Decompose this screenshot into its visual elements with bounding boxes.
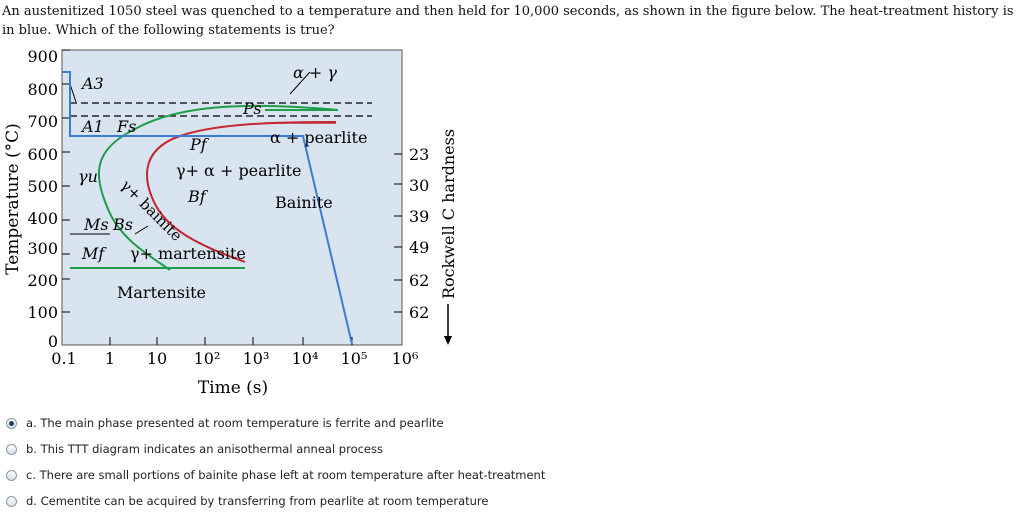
radio-c[interactable] xyxy=(6,469,17,481)
label-bainite: Bainite xyxy=(275,193,333,212)
hardness-tick-62a: 62 xyxy=(409,271,429,290)
label-ps: Ps xyxy=(242,99,262,118)
hardness-axis-title: Rockwell C hardness xyxy=(439,129,458,299)
label-bs: Bs xyxy=(112,215,133,234)
transformation-start-curve xyxy=(97,104,339,271)
option-a-label: a. The main phase presented at room temp… xyxy=(26,416,444,430)
label-martensite: Martensite xyxy=(117,283,206,302)
y-axis: 900 800 700 600 500 400 300 200 100 0 xyxy=(27,47,70,351)
option-b-label: b. This TTT diagram indicates an anisoth… xyxy=(26,442,383,456)
label-a1: A1 xyxy=(80,117,104,136)
bainite-pointer xyxy=(134,225,149,235)
y-tick-800: 800 xyxy=(27,80,58,99)
label-pf: Pf xyxy=(189,135,210,154)
hardness-arrow-head xyxy=(444,336,452,345)
hardness-tick-39: 39 xyxy=(409,207,429,226)
label-alpha-pearlite: α + pearlite xyxy=(270,128,367,147)
x-tick-100000: 10⁵ xyxy=(341,349,368,368)
option-b[interactable]: b. This TTT diagram indicates an anisoth… xyxy=(6,439,383,459)
x-tick-1000000: 10⁶ xyxy=(392,349,419,368)
y-tick-100: 100 xyxy=(27,303,58,322)
x-tick-0.1: 0.1 xyxy=(51,349,76,368)
option-c-label: c. There are small portions of bainite p… xyxy=(26,468,546,482)
hardness-tick-23: 23 xyxy=(409,145,429,164)
x-tick-1000: 10³ xyxy=(243,349,270,368)
y-tick-900: 900 xyxy=(27,47,58,66)
y-tick-700: 700 xyxy=(27,112,58,131)
y-tick-600: 600 xyxy=(27,145,58,164)
transformation-finish-curve xyxy=(146,121,337,263)
option-d-label: d. Cementite can be acquired by transfer… xyxy=(26,494,489,508)
y-tick-200: 200 xyxy=(27,271,58,290)
y-tick-300: 300 xyxy=(27,239,58,258)
ttt-diagram: 900 800 700 600 500 400 300 200 100 0 Te… xyxy=(3,47,458,398)
option-c[interactable]: c. There are small portions of bainite p… xyxy=(6,465,545,485)
option-d[interactable]: d. Cementite can be acquired by transfer… xyxy=(6,491,488,511)
x-tick-10000: 10⁴ xyxy=(292,349,319,368)
y-tick-0: 0 xyxy=(48,332,58,351)
hardness-tick-62b: 62 xyxy=(409,303,429,322)
x-tick-1: 1 xyxy=(105,349,115,368)
pointer-line xyxy=(289,71,311,95)
label-gamma-u: γu xyxy=(78,167,98,186)
label-ms: Ms xyxy=(83,215,109,234)
radio-d[interactable] xyxy=(6,495,17,507)
label-a3: A3 xyxy=(80,74,104,93)
label-fs: Fs xyxy=(116,117,136,136)
label-alpha-gamma: α + γ xyxy=(293,63,337,82)
x-axis: 0.1 1 10 10² 10³ 10⁴ 10⁵ 10⁶ xyxy=(51,337,418,368)
radio-a[interactable] xyxy=(6,417,17,429)
y-tick-500: 500 xyxy=(27,177,58,196)
hardness-axis: 23 30 39 49 62 62 xyxy=(394,145,429,322)
y-tick-400: 400 xyxy=(27,209,58,228)
hardness-tick-30: 30 xyxy=(409,176,429,195)
radio-b[interactable] xyxy=(6,443,17,455)
option-a[interactable]: a. The main phase presented at room temp… xyxy=(6,413,444,433)
label-gamma-martensite: γ+ martensite xyxy=(130,244,246,263)
x-axis-title: Time (s) xyxy=(198,378,268,398)
x-tick-100: 10² xyxy=(194,349,221,368)
label-gamma-alpha-pearlite: γ+ α + pearlite xyxy=(176,161,301,180)
y-axis-title: Temperature (°C) xyxy=(3,123,23,275)
heat-treatment-history xyxy=(62,71,353,345)
hardness-tick-49: 49 xyxy=(409,238,429,257)
label-bf: Bf xyxy=(187,187,209,206)
question-text: An austenitized 1050 steel was quenched … xyxy=(2,4,1014,38)
plot-area xyxy=(61,49,403,346)
x-tick-10: 10 xyxy=(147,349,167,368)
label-mf: Mf xyxy=(81,244,107,263)
